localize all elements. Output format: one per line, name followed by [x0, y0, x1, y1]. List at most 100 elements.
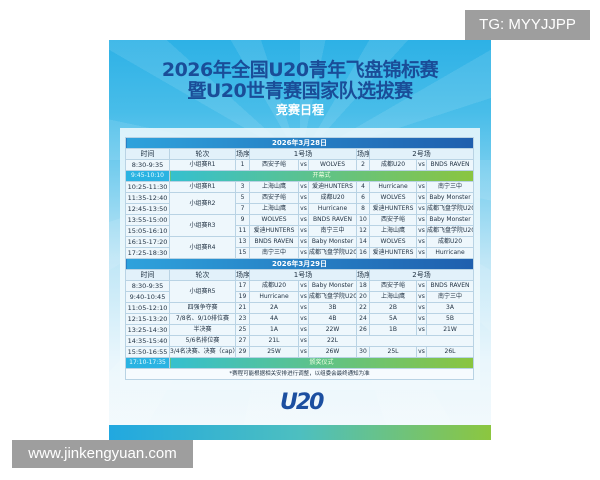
match-time: 11:05-12:10: [125, 302, 170, 314]
team-name: 上海山鹰: [249, 181, 299, 193]
team-name: 26L: [425, 346, 475, 358]
date-header: 2026年3月29日: [124, 258, 475, 270]
match-round: 小组赛R5: [169, 280, 236, 303]
column-header-seq-1: 场序: [235, 269, 250, 281]
match-number: 16: [356, 247, 370, 259]
team-name: 爱迪HUNTERS: [369, 203, 417, 215]
team-name: 上海山鹰: [249, 203, 299, 215]
match-number: 23: [235, 313, 250, 325]
match-time: 15:50-16:55: [125, 346, 170, 358]
team-name: WOLVES: [308, 159, 357, 171]
team-name: 4B: [308, 313, 357, 325]
match-row: 11:05-12:10 四强争夺赛 21 2A vs 3B 22 2B vs 3A: [125, 302, 475, 314]
vs-label: vs: [416, 346, 427, 358]
column-header-field-2: 2号场: [368, 148, 475, 160]
match-number: 11: [235, 225, 250, 237]
team-name: 1A: [249, 324, 299, 336]
match-number: 7: [235, 203, 250, 215]
column-header-seq-2: 场序: [356, 148, 370, 160]
ceremony-label: 开幕式: [168, 170, 475, 182]
column-header-seq-2: 场序: [356, 269, 370, 281]
match-number: 24: [356, 313, 370, 325]
empty-field-2: [355, 335, 475, 347]
vs-label: vs: [298, 313, 309, 325]
match-row: 15:05-16:10 11 爱迪HUNTERS vs 南宁三中 12 上海山鹰 vs 成都飞盘…: [125, 225, 475, 237]
match-number: 21: [235, 302, 250, 314]
u20-logo: U20: [280, 390, 325, 415]
column-header-round: 轮次: [169, 148, 236, 160]
bottom-gradient-bar: [109, 425, 491, 440]
match-number: 29: [235, 346, 250, 358]
match-row: 16:15-17:20 小组赛R4 13 BNDS RAVEN vs Baby Monst…: [125, 236, 475, 259]
team-name: WOLVES: [369, 192, 417, 204]
team-name: 南宁三中: [425, 181, 475, 193]
team-name: 南宁三中: [308, 225, 357, 237]
column-header-row: 时间轮次场序1号场场序2号场: [125, 148, 475, 160]
match-row: 12:15-13:20 7/8名、9/10排位赛 23 4A vs 4B 24 5A vs 5B: [125, 313, 475, 325]
column-header-time: 时间: [125, 148, 170, 160]
team-name: 成都U20: [249, 280, 299, 292]
team-name: 成都U20: [308, 192, 357, 204]
team-name: 21W: [425, 324, 475, 336]
schedule-note: *赛程可能根据相关安排进行调整，以组委会最终通知为准: [124, 368, 475, 380]
watermark-website: www.jinkengyuan.com: [12, 440, 193, 468]
team-name: 成都飞盘学院U20: [308, 247, 357, 259]
ceremony-time: 9:45-10:10: [125, 170, 170, 182]
match-row: 8:30-9:35 小组赛R5 17 成都U20 vs Baby Monster 18 西安子…: [125, 280, 475, 303]
match-number: 2: [356, 159, 370, 171]
team-name: 成都飞盘学院U20: [425, 225, 475, 237]
team-name: Hurricane: [308, 203, 357, 215]
vs-label: vs: [416, 225, 427, 237]
vs-label: vs: [416, 324, 427, 336]
vs-label: vs: [298, 236, 309, 248]
column-header-row: 时间轮次场序1号场场序2号场: [125, 269, 475, 281]
match-row: 9:40-10:45 19 Hurricane vs 成都飞盘学院U20 20 上海山鹰 vs…: [125, 291, 475, 303]
team-name: WOLVES: [249, 214, 299, 226]
vs-label: vs: [298, 302, 309, 314]
vs-label: vs: [298, 324, 309, 336]
team-name: Hurricane: [425, 247, 475, 259]
vs-label: vs: [416, 236, 427, 248]
team-name: 2A: [249, 302, 299, 314]
match-row: 10:25-11:30 小组赛R1 3 上海山鹰 vs 爱迪HUNTERS 4 Hurrica…: [125, 181, 475, 193]
match-number: 27: [235, 335, 250, 347]
match-row: 11:35-12:40 小组赛R2 5 西安子峪 vs 成都U20 6 WOLVES vs Bab…: [125, 192, 475, 215]
match-number: 22: [356, 302, 370, 314]
vs-label: vs: [416, 313, 427, 325]
match-number: 14: [356, 236, 370, 248]
team-name: Baby Monster: [425, 214, 475, 226]
match-row: 8:30-9:35 小组赛R1 1 西安子峪 vs WOLVES 2 成都U20 vs BNDS …: [125, 159, 475, 171]
team-name: 4A: [249, 313, 299, 325]
vs-label: vs: [416, 181, 427, 193]
team-name: WOLVES: [369, 236, 417, 248]
team-name: 爱迪HUNTERS: [369, 247, 417, 259]
watermark-telegram: TG: MYYJJPP: [465, 10, 590, 40]
match-time: 16:15-17:20: [125, 236, 170, 248]
match-number: 4: [356, 181, 370, 193]
note-row: *赛程可能根据相关安排进行调整，以组委会最终通知为准: [124, 368, 475, 380]
team-name: BNDS RAVEN: [249, 236, 299, 248]
match-row: 13:25-14:30 半决赛 25 1A vs 22W 26 1B vs 21W: [125, 324, 475, 336]
team-name: 1B: [369, 324, 417, 336]
vs-label: vs: [416, 159, 427, 171]
column-header-round: 轮次: [169, 269, 236, 281]
date-row: 2026年3月28日: [124, 137, 475, 149]
team-name: BNDS RAVEN: [425, 280, 475, 292]
match-row: 15:50-16:55 3/4名决赛、决赛（cap） 29 25W vs 26W 30 25L…: [125, 346, 475, 358]
team-name: 爱迪HUNTERS: [249, 225, 299, 237]
match-row: 14:35-15:40 5/6名排位赛 27 21L vs 22L: [125, 335, 475, 347]
vs-label: vs: [298, 159, 309, 171]
match-time: 13:55-15:00: [125, 214, 170, 226]
poster-title-line2: 暨U20世青赛国家队选拔赛: [187, 80, 413, 102]
match-time: 15:05-16:10: [125, 225, 170, 237]
match-number: 26: [356, 324, 370, 336]
ceremony-label: 颁奖仪式: [168, 357, 475, 369]
match-number: 6: [356, 192, 370, 204]
ceremony-row: 9:45-10:10 开幕式: [125, 170, 475, 182]
team-name: 25W: [249, 346, 299, 358]
team-name: Baby Monster: [425, 192, 475, 204]
team-name: 26W: [308, 346, 357, 358]
vs-label: vs: [416, 203, 427, 215]
team-name: 25L: [369, 346, 417, 358]
match-time: 14:35-15:40: [125, 335, 170, 347]
